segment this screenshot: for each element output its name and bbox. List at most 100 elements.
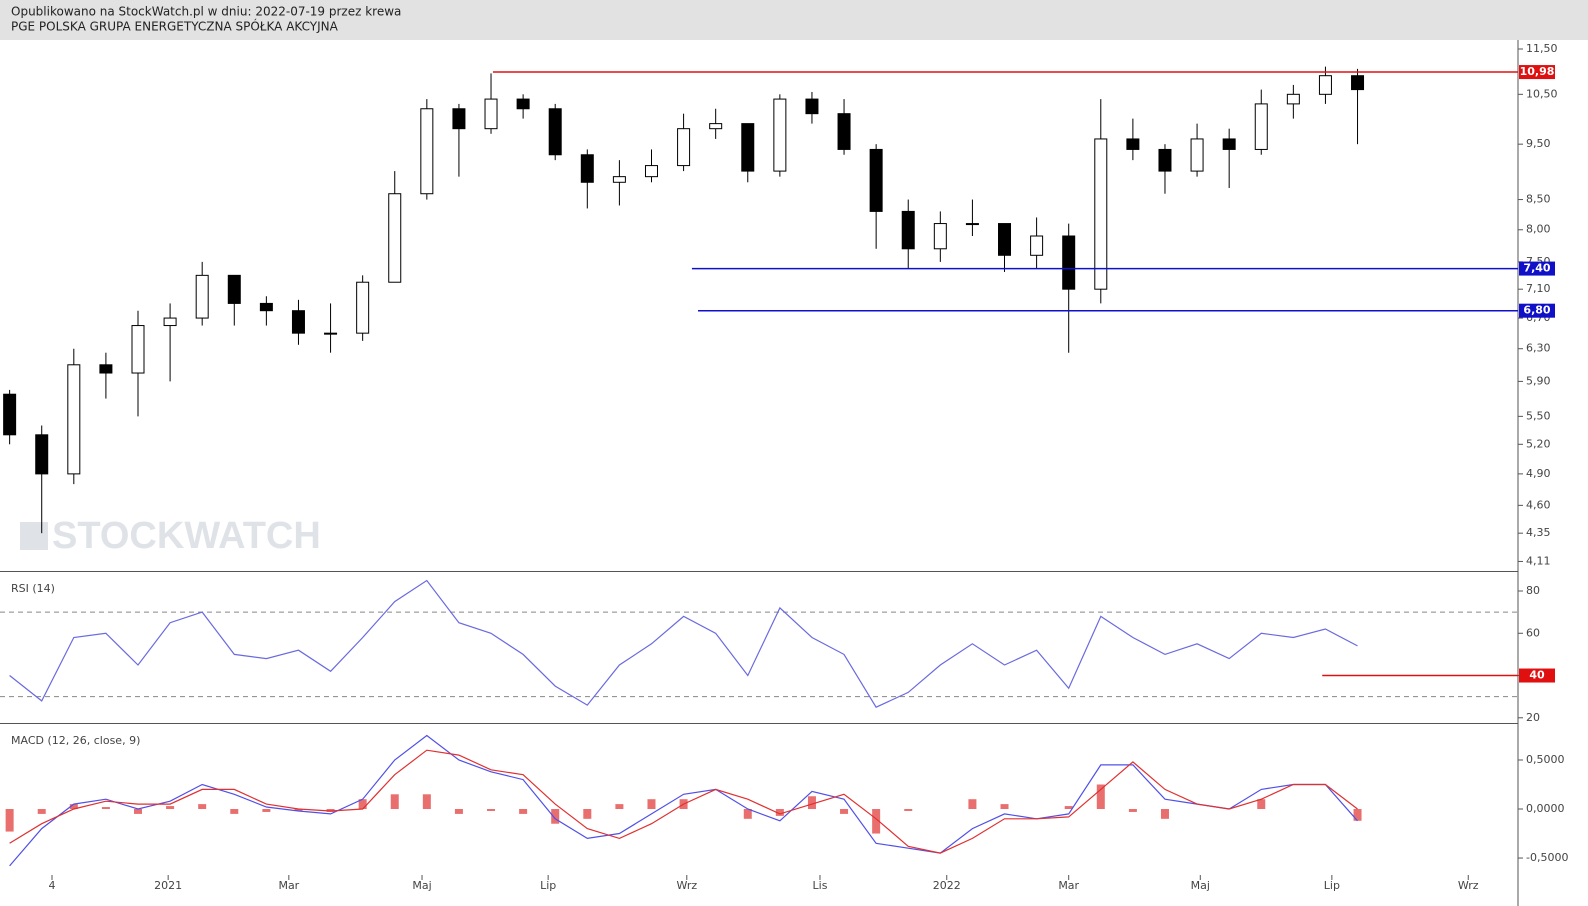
histogram-bar [1353, 809, 1362, 821]
level-label: 6,80 [1523, 304, 1550, 317]
y-tick-label: 80 [1526, 584, 1540, 597]
candle-body [998, 223, 1012, 256]
y-tick-label: 60 [1526, 626, 1540, 639]
y-tick-label: 4,35 [1526, 526, 1551, 539]
series-line [9, 749, 1358, 854]
header-bar [0, 0, 1588, 40]
candle-body [67, 364, 81, 475]
y-tick-label: 5,20 [1526, 437, 1551, 450]
header-line: Opublikowano na StockWatch.pl w dniu: 20… [11, 5, 401, 19]
candle-body [741, 123, 755, 172]
histogram-bar [872, 809, 881, 834]
x-tick-label: Wrz [1458, 879, 1479, 892]
candle-body [259, 302, 273, 312]
histogram-bar [551, 809, 560, 824]
candle-body [869, 148, 883, 212]
panel-title: RSI (14) [11, 582, 55, 595]
histogram-bar [422, 794, 431, 810]
header-line: PGE POLSKA GRUPA ENERGETYCZNA SPÓŁKA AKC… [11, 19, 339, 34]
histogram-bar [615, 804, 624, 810]
x-tick-label: 4 [48, 879, 55, 892]
level-badge [1519, 261, 1555, 276]
candle-body [388, 193, 402, 283]
candle-body [99, 364, 113, 374]
histogram-bar [134, 809, 142, 814]
candle-body [3, 393, 17, 436]
histogram-bar [1128, 809, 1137, 812]
x-tick-label: Lis [813, 879, 828, 892]
candle-body [612, 176, 626, 183]
candle-body [227, 274, 241, 304]
candle-body [1222, 138, 1236, 150]
histogram-bar [1257, 799, 1266, 810]
candle-body [324, 332, 338, 335]
candle-body [291, 310, 305, 334]
y-tick-label: 5,90 [1526, 374, 1551, 387]
panel-title: MACD (12, 26, close, 9) [11, 734, 140, 747]
candle-body [35, 434, 49, 475]
x-tick-label: Wrz [676, 879, 697, 892]
candle-body [195, 274, 209, 319]
histogram-bar [1064, 806, 1073, 810]
candle-body [1158, 148, 1172, 172]
histogram-bar [294, 809, 303, 811]
y-tick-label: 4,90 [1526, 467, 1551, 480]
series-line [9, 734, 1358, 867]
candle-body [580, 154, 594, 183]
histogram-bar [198, 804, 207, 810]
candle-body [805, 98, 819, 115]
histogram-bar [230, 809, 239, 814]
histogram-bar [37, 809, 46, 814]
histogram-bar [358, 799, 367, 810]
histogram-bar [743, 809, 752, 819]
candle-body [516, 98, 530, 110]
level-label: 10,98 [1520, 65, 1555, 78]
histogram-bar [519, 809, 528, 814]
histogram-bar [69, 804, 78, 810]
histogram-bar [487, 809, 496, 811]
x-tick-label: Maj [1191, 879, 1210, 892]
candle-body [1286, 93, 1300, 105]
candle-body [965, 223, 979, 226]
x-tick-label: Lip [540, 879, 556, 892]
histogram-bar [454, 809, 463, 814]
histogram-bar [1160, 809, 1169, 819]
candle-body [677, 128, 691, 167]
candle-body [773, 98, 787, 172]
y-tick-label: 0,5000 [1526, 753, 1565, 766]
y-tick-label: 20 [1526, 711, 1540, 724]
candle-body [1190, 138, 1204, 172]
histogram-bar [166, 806, 175, 810]
histogram-bar [807, 796, 816, 810]
histogram-bar [1096, 784, 1105, 810]
candle-body [1254, 103, 1268, 150]
candle-body [420, 108, 434, 195]
candle-body [356, 281, 370, 334]
histogram-bar [968, 799, 977, 810]
candle-body [709, 123, 723, 130]
candle-body [484, 98, 498, 130]
y-tick-label: 8,00 [1526, 223, 1551, 236]
histogram-bar [5, 809, 14, 832]
x-tick-label: Mar [278, 879, 299, 892]
candle-body [548, 108, 562, 156]
y-tick-label: 5,50 [1526, 409, 1551, 422]
y-tick-label: 0,0000 [1526, 802, 1565, 815]
y-tick-label: 11,50 [1526, 42, 1558, 55]
histogram-bar [840, 809, 849, 814]
x-tick-label: 2022 [933, 879, 961, 892]
x-tick-label: Mar [1058, 879, 1079, 892]
candle-body [1126, 138, 1140, 150]
candle-body [1062, 235, 1076, 290]
x-tick-label: Maj [412, 879, 431, 892]
candle-body [1318, 75, 1332, 95]
watermark-icon [20, 522, 48, 550]
x-tick-label: 2021 [154, 879, 182, 892]
candle-body [1094, 138, 1108, 290]
histogram-bar [262, 809, 271, 812]
candle-body [452, 108, 466, 130]
series-line [9, 579, 1358, 708]
y-tick-label: 9,50 [1526, 137, 1551, 150]
watermark: STOCKWATCH [52, 515, 321, 557]
histogram-bar [583, 809, 592, 819]
